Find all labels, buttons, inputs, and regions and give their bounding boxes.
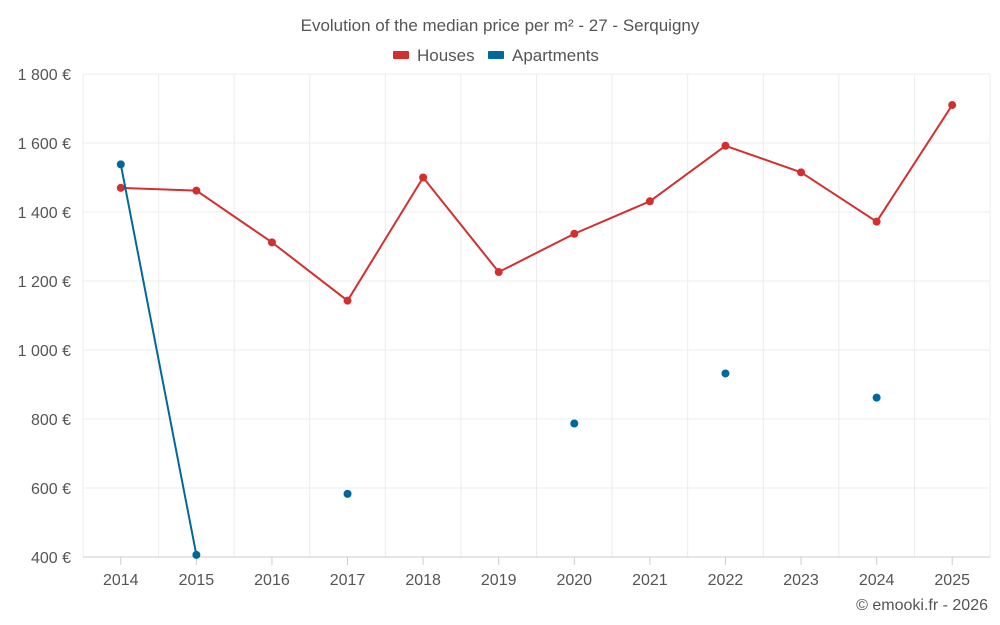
legend-item-apartments: Apartments <box>488 46 599 65</box>
y-tick-label: 1 000 € <box>18 343 71 360</box>
apartments-line-segment <box>119 163 198 556</box>
houses-point <box>192 186 201 195</box>
x-tick-label: 2019 <box>481 572 517 589</box>
x-tick-label: 2025 <box>934 572 970 589</box>
houses-line-segment <box>119 186 198 192</box>
houses-point <box>570 229 579 238</box>
apartments-point <box>116 160 125 169</box>
apartments-point <box>192 550 201 559</box>
x-tick-label: 2017 <box>330 572 366 589</box>
x-tick-label: 2016 <box>254 572 290 589</box>
y-tick-label: 1 400 € <box>18 205 71 222</box>
apartments-point <box>570 419 579 428</box>
axes: 400 € 600 € 800 € 1 000 € 1 200 € 1 400 € 1 60… <box>18 67 990 589</box>
x-tick-label: 2024 <box>859 572 895 589</box>
houses-point <box>116 183 125 192</box>
grid <box>82 73 991 558</box>
x-tick-label: 2018 <box>405 572 441 589</box>
houses-line-segment <box>422 176 500 274</box>
y-tick-label: 600 € <box>31 481 71 498</box>
apartments-point <box>872 393 881 402</box>
houses-line-segment <box>800 171 878 223</box>
houses-point <box>343 296 352 305</box>
houses-line-segment <box>195 189 273 244</box>
x-tick-label: 2014 <box>103 572 139 589</box>
x-tick-label: 2015 <box>179 572 215 589</box>
houses-point <box>721 141 730 150</box>
x-tick-label: 2021 <box>632 572 668 589</box>
houses-line-segment <box>270 241 349 302</box>
series-apartments <box>116 160 881 559</box>
houses-point <box>267 238 276 247</box>
y-tick-label: 800 € <box>31 412 71 429</box>
houses-line-segment <box>573 200 651 235</box>
legend-swatch <box>393 51 409 59</box>
houses-line-segment <box>497 232 576 274</box>
legend-swatch <box>488 51 504 59</box>
houses-point <box>494 268 503 277</box>
houses-line-segment <box>648 144 727 203</box>
y-tick-label: 1 800 € <box>18 67 71 84</box>
series-houses <box>116 101 957 305</box>
legend-label: Apartments <box>512 46 599 65</box>
houses-point <box>872 217 881 226</box>
houses-line-segment <box>875 104 954 223</box>
apartments-point <box>343 489 352 498</box>
legend-item-houses: Houses <box>393 46 475 65</box>
x-tick-label: 2020 <box>556 572 592 589</box>
credit-text: © emooki.fr - 2026 <box>856 597 988 614</box>
x-tick-label: 2023 <box>783 572 819 589</box>
houses-point <box>948 101 957 110</box>
chart-title: Evolution of the median price per m² - 2… <box>301 16 700 35</box>
legend: Houses Apartments <box>393 46 599 65</box>
apartments-point <box>721 369 730 378</box>
houses-line-segment <box>724 144 803 174</box>
series-layer <box>116 101 957 559</box>
houses-line-segment <box>346 176 425 302</box>
houses-point <box>645 197 654 206</box>
y-tick-label: 400 € <box>31 550 71 567</box>
houses-point <box>797 168 806 177</box>
y-tick-label: 1 600 € <box>18 136 71 153</box>
houses-point <box>419 173 428 182</box>
x-tick-label: 2022 <box>708 572 744 589</box>
legend-label: Houses <box>417 46 475 65</box>
y-tick-label: 1 200 € <box>18 274 71 291</box>
